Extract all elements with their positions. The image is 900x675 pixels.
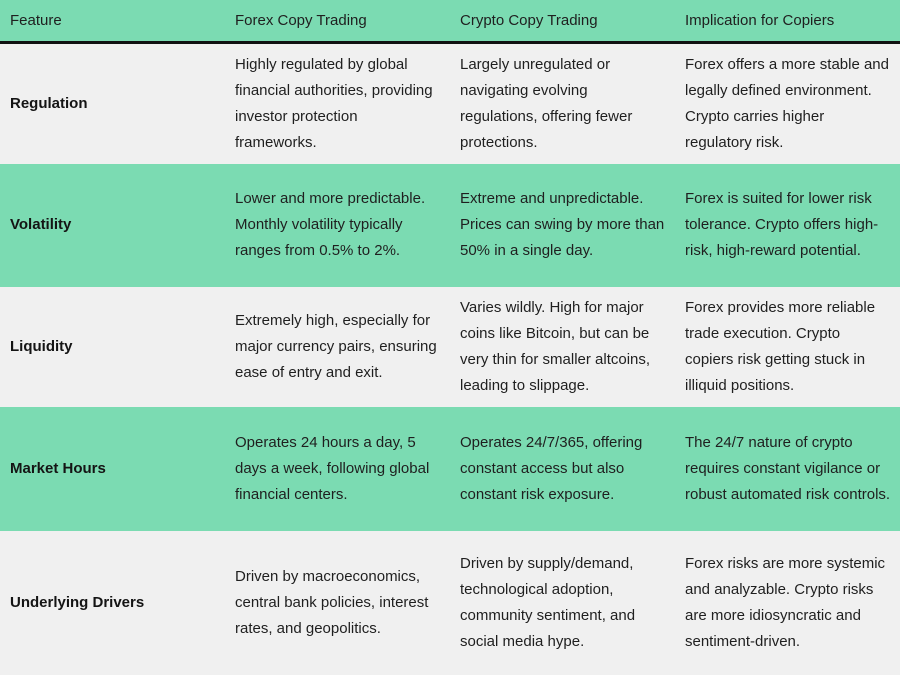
crypto-cell: Extreme and unpredictable. Prices can sw…	[460, 190, 665, 259]
implication-cell: The 24/7 nature of crypto requires const…	[685, 433, 891, 503]
crypto-cell: Driven by supply/demand, technological a…	[460, 554, 636, 650]
table-row-regulation: Regulation Highly regulated by global fi…	[0, 42, 900, 164]
table-header: Feature Forex Copy Trading Crypto Copy T…	[0, 0, 900, 44]
implication-cell: Forex is suited for lower risk tolerance…	[685, 190, 879, 259]
crypto-cell: Varies wildly. High for major coins like…	[460, 298, 651, 394]
forex-cell: Driven by macroeconomics, central bank p…	[235, 567, 429, 637]
feature-cell: Regulation	[10, 94, 88, 112]
feature-cell: Liquidity	[10, 337, 73, 355]
column-header-feature: Feature	[0, 0, 225, 44]
forex-cell: Operates 24 hours a day, 5 days a week, …	[235, 433, 430, 503]
column-header-crypto: Crypto Copy Trading	[450, 0, 675, 44]
implication-cell: Forex provides more reliable trade execu…	[685, 298, 876, 394]
table-row-market-hours: Market Hours Operates 24 hours a day, 5 …	[0, 406, 900, 531]
forex-cell: Extremely high, especially for major cur…	[235, 311, 437, 381]
crypto-cell: Operates 24/7/365, offering constant acc…	[460, 433, 643, 503]
forex-cell: Highly regulated by global financial aut…	[235, 55, 433, 151]
column-header-forex: Forex Copy Trading	[225, 0, 450, 44]
column-header-implication: Implication for Copiers	[675, 0, 900, 44]
table-row-volatility: Volatility Lower and more predictable. M…	[0, 163, 900, 287]
header-row: Feature Forex Copy Trading Crypto Copy T…	[0, 0, 900, 44]
implication-cell: Forex risks are more systemic and analyz…	[685, 554, 886, 650]
feature-cell: Underlying Drivers	[10, 593, 145, 611]
crypto-cell: Largely unregulated or navigating evolvi…	[460, 55, 633, 151]
table-body: Regulation Highly regulated by global fi…	[0, 42, 900, 675]
table-row-liquidity: Liquidity Extremely high, especially for…	[0, 286, 900, 407]
table-row-underlying-drivers: Underlying Drivers Driven by macroeconom…	[0, 530, 900, 675]
forex-cell: Lower and more predictable. Monthly vola…	[235, 190, 426, 259]
implication-cell: Forex offers a more stable and legally d…	[685, 55, 889, 151]
feature-cell: Volatility	[10, 216, 72, 233]
feature-cell: Market Hours	[10, 459, 106, 477]
